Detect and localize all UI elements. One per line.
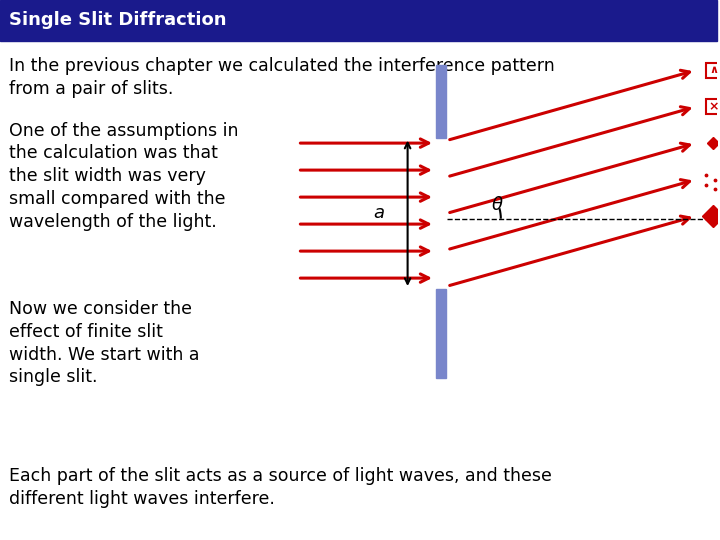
Text: θ: θ [491, 197, 503, 214]
Text: One of the assumptions in
the calculation was that
the slit width was very
small: One of the assumptions in the calculatio… [9, 122, 238, 231]
Text: a: a [374, 204, 384, 222]
Bar [0, 0, 717, 40]
Bar [436, 289, 446, 378]
Text: Single Slit Diffraction: Single Slit Diffraction [9, 11, 226, 29]
Bar [436, 65, 446, 138]
Text: Each part of the slit acts as a source of light waves, and these
different light: Each part of the slit acts as a source o… [9, 467, 552, 508]
FancyBboxPatch shape [706, 99, 720, 114]
FancyBboxPatch shape [706, 63, 720, 78]
Text: Now we consider the
effect of finite slit
width. We start with a
single slit.: Now we consider the effect of finite sli… [9, 300, 199, 387]
Text: ∧: ∧ [710, 65, 719, 76]
Text: In the previous chapter we calculated the interference pattern
from a pair of sl: In the previous chapter we calculated th… [9, 57, 554, 98]
Text: ×: × [709, 100, 719, 113]
